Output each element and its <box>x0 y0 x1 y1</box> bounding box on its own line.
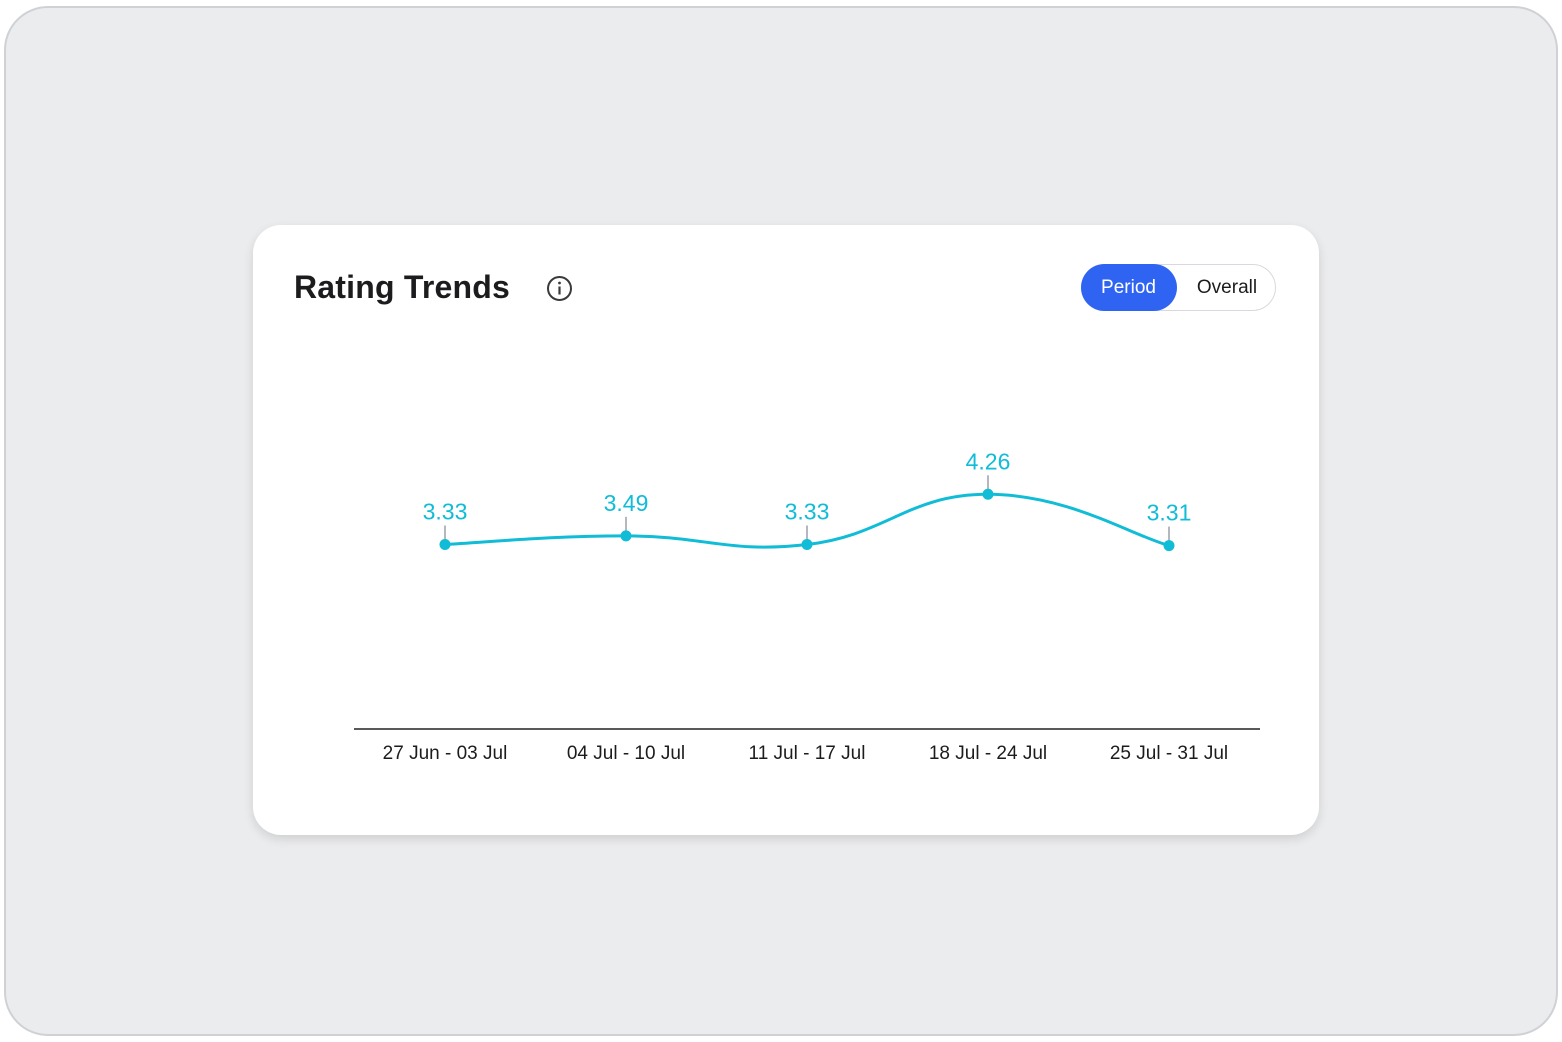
rating-trend-chart: 3.33 27 Jun - 03 Jul 3.49 04 Jul - 10 Jul 3.… <box>354 448 1260 764</box>
x-tick-label: 25 Jul - 31 Jul <box>1110 743 1228 764</box>
data-label: 3.49 <box>604 490 649 516</box>
data-label: 3.33 <box>785 499 830 525</box>
rating-trends-card: Rating Trends Period Overall 3.33 27 Jun … <box>253 225 1319 835</box>
x-tick-label: 27 Jun - 03 Jul <box>383 743 508 764</box>
background-frame: Rating Trends Period Overall 3.33 27 Jun … <box>4 6 1558 1036</box>
data-point[interactable] <box>439 539 451 550</box>
data-point[interactable] <box>801 539 813 550</box>
card-title: Rating Trends <box>294 269 510 305</box>
data-point[interactable] <box>620 530 632 542</box>
toggle-period-button[interactable]: Period <box>1080 263 1177 311</box>
x-tick-label: 18 Jul - 24 Jul <box>929 743 1047 764</box>
period-overall-toggle: Period Overall <box>1080 263 1276 311</box>
data-point[interactable] <box>982 488 994 500</box>
x-tick-label: 11 Jul - 17 Jul <box>749 743 866 764</box>
data-label: 3.33 <box>423 499 468 525</box>
info-icon[interactable] <box>546 275 573 302</box>
data-point[interactable] <box>1163 540 1175 552</box>
toggle-overall-button[interactable]: Overall <box>1196 276 1258 298</box>
x-tick-label: 04 Jul - 10 Jul <box>567 743 685 764</box>
data-label: 4.26 <box>966 448 1011 474</box>
data-label: 3.31 <box>1147 500 1192 526</box>
